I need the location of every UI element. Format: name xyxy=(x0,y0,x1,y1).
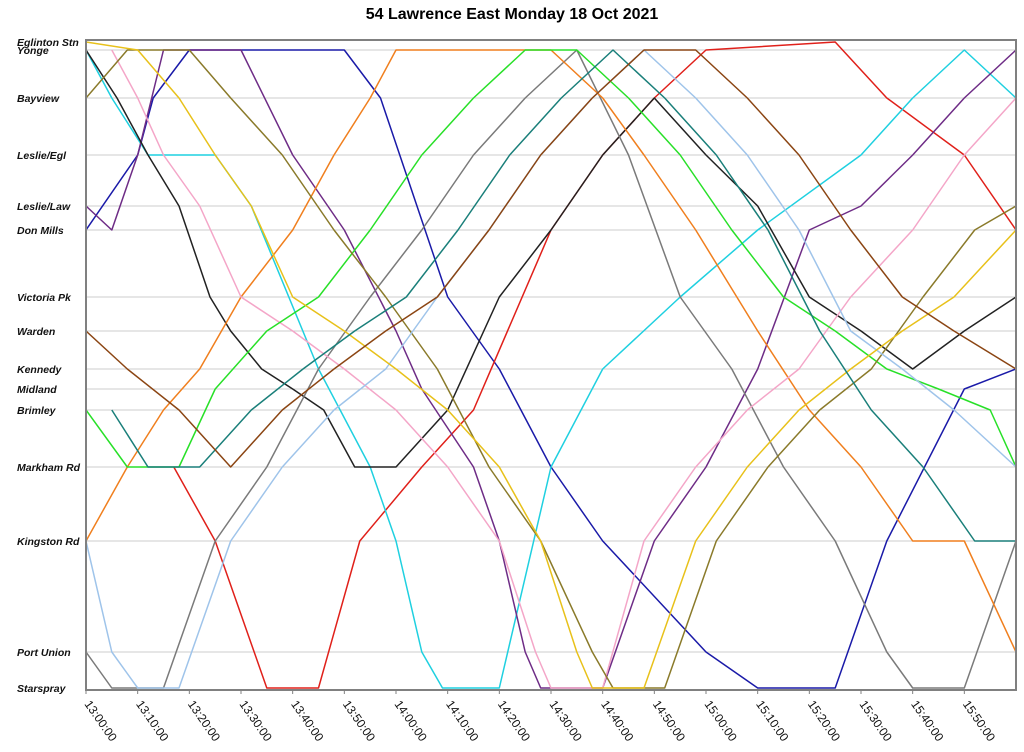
series-line-9 xyxy=(86,49,1016,689)
stop-label-11: Markham Rd xyxy=(17,462,81,474)
time-label-2: 13:20:00 xyxy=(185,698,223,745)
time-label-7: 14:10:00 xyxy=(443,698,481,745)
stop-label-3: Leslie/Egl xyxy=(17,150,67,162)
stop-label-5: Don Mills xyxy=(17,225,64,237)
stop-label-8: Kennedy xyxy=(17,364,63,376)
series-line-11 xyxy=(86,41,1016,689)
chart-title: 54 Lawrence East Monday 18 Oct 2021 xyxy=(365,6,659,23)
time-label-15: 15:30:00 xyxy=(857,698,895,745)
stop-label-12: Kingston Rd xyxy=(17,536,80,548)
time-label-4: 13:40:00 xyxy=(288,698,326,745)
time-label-11: 14:50:00 xyxy=(650,698,688,745)
series-line-4 xyxy=(86,49,1016,468)
series-line-3 xyxy=(86,49,1016,689)
stop-label-0: Eglinton Stn xyxy=(17,37,79,49)
time-label-8: 14:20:00 xyxy=(495,698,533,745)
time-label-5: 13:50:00 xyxy=(340,698,378,745)
stop-label-2: Bayview xyxy=(17,93,60,105)
time-label-9: 14:30:00 xyxy=(547,698,585,745)
series-line-1 xyxy=(173,41,1016,689)
time-label-3: 13:30:00 xyxy=(237,698,275,745)
series-layer xyxy=(86,41,1016,689)
stop-label-7: Warden xyxy=(17,326,55,338)
stop-label-6: Victoria Pk xyxy=(17,292,72,304)
time-label-13: 15:10:00 xyxy=(753,698,791,745)
stop-label-13: Port Union xyxy=(17,647,71,659)
time-label-16: 15:40:00 xyxy=(908,698,946,745)
series-line-12 xyxy=(111,49,1016,542)
series-line-13 xyxy=(86,49,1016,468)
stop-label-14: Starspray xyxy=(17,683,67,695)
time-label-1: 13:10:00 xyxy=(133,698,171,745)
time-label-0: 13:00:00 xyxy=(82,698,120,745)
stop-label-9: Midland xyxy=(17,384,57,396)
time-label-6: 14:00:00 xyxy=(392,698,430,745)
time-labels: 13:00:00 13:10:00 13:20:00 13:30:00 13:40:00… xyxy=(82,690,998,745)
series-line-7 xyxy=(111,49,1016,689)
time-label-17: 15:50:00 xyxy=(960,698,998,745)
time-label-12: 15:00:00 xyxy=(702,698,740,745)
stop-label-4: Leslie/Law xyxy=(17,201,71,213)
series-line-8 xyxy=(86,49,1016,468)
time-label-10: 14:40:00 xyxy=(598,698,636,745)
series-line-0 xyxy=(86,49,1016,689)
time-label-14: 15:20:00 xyxy=(805,698,843,745)
series-line-5 xyxy=(86,49,1016,689)
stop-label-10: Brimley xyxy=(17,405,57,417)
stop-label-1: Yonge xyxy=(17,45,49,57)
